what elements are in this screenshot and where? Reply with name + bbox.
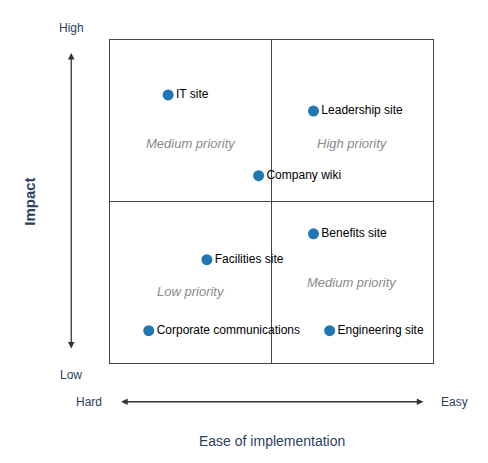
- svg-text:Corporate communications: Corporate communications: [157, 323, 300, 337]
- svg-text:IT site: IT site: [176, 87, 209, 101]
- svg-text:Hard: Hard: [76, 395, 102, 409]
- svg-text:High priority: High priority: [317, 136, 388, 151]
- svg-text:High: High: [59, 21, 84, 35]
- svg-text:Leadership site: Leadership site: [321, 103, 403, 117]
- svg-text:Ease of implementation: Ease of implementation: [199, 433, 345, 449]
- svg-text:Low: Low: [60, 368, 82, 382]
- svg-text:Medium priority: Medium priority: [307, 275, 397, 290]
- svg-text:Easy: Easy: [441, 395, 468, 409]
- svg-text:Low priority: Low priority: [157, 284, 225, 299]
- svg-text:Facilities site: Facilities site: [215, 252, 284, 266]
- svg-text:Company wiki: Company wiki: [266, 168, 341, 182]
- svg-text:Impact: Impact: [21, 177, 38, 225]
- svg-text:Medium priority: Medium priority: [146, 136, 236, 151]
- svg-text:Benefits site: Benefits site: [321, 226, 387, 240]
- svg-text:Engineering site: Engineering site: [338, 323, 424, 337]
